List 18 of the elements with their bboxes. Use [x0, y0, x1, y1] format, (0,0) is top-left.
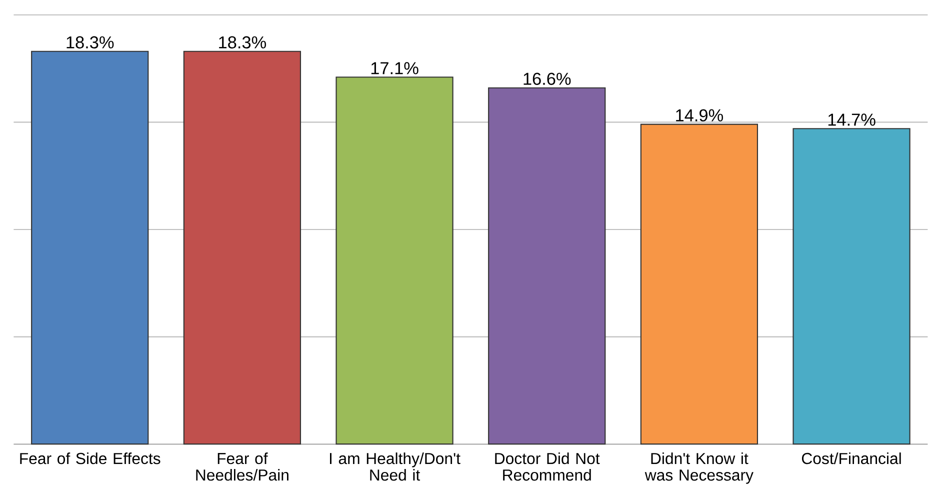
- data-label: 18.3%: [219, 36, 266, 49]
- x-tick-label: Didn't Know it was Necessary: [644, 452, 754, 484]
- bar: [336, 76, 454, 445]
- data-label: 16.6%: [524, 72, 571, 86]
- bar: [488, 87, 606, 445]
- data-label: 14.9%: [676, 109, 724, 122]
- x-tick-label: Cost/Financial: [802, 452, 901, 464]
- x-tick-label: Fear of Needles/Pain: [196, 452, 288, 481]
- data-label: 18.3%: [66, 36, 114, 49]
- bar: [792, 128, 910, 445]
- x-tick-label: Fear of Side Effects: [20, 452, 160, 464]
- x-tick-label: Doctor Did Not Recommend: [495, 452, 600, 481]
- bar: [183, 50, 302, 445]
- data-label: 17.1%: [371, 62, 418, 74]
- data-label: 14.7%: [828, 114, 876, 126]
- bar: [31, 50, 149, 445]
- bar: [640, 124, 758, 445]
- x-tick-label: I am Healthy/Don't Need it: [330, 452, 460, 481]
